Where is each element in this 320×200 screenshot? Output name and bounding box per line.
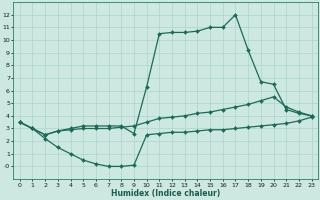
X-axis label: Humidex (Indice chaleur): Humidex (Indice chaleur) — [111, 189, 220, 198]
